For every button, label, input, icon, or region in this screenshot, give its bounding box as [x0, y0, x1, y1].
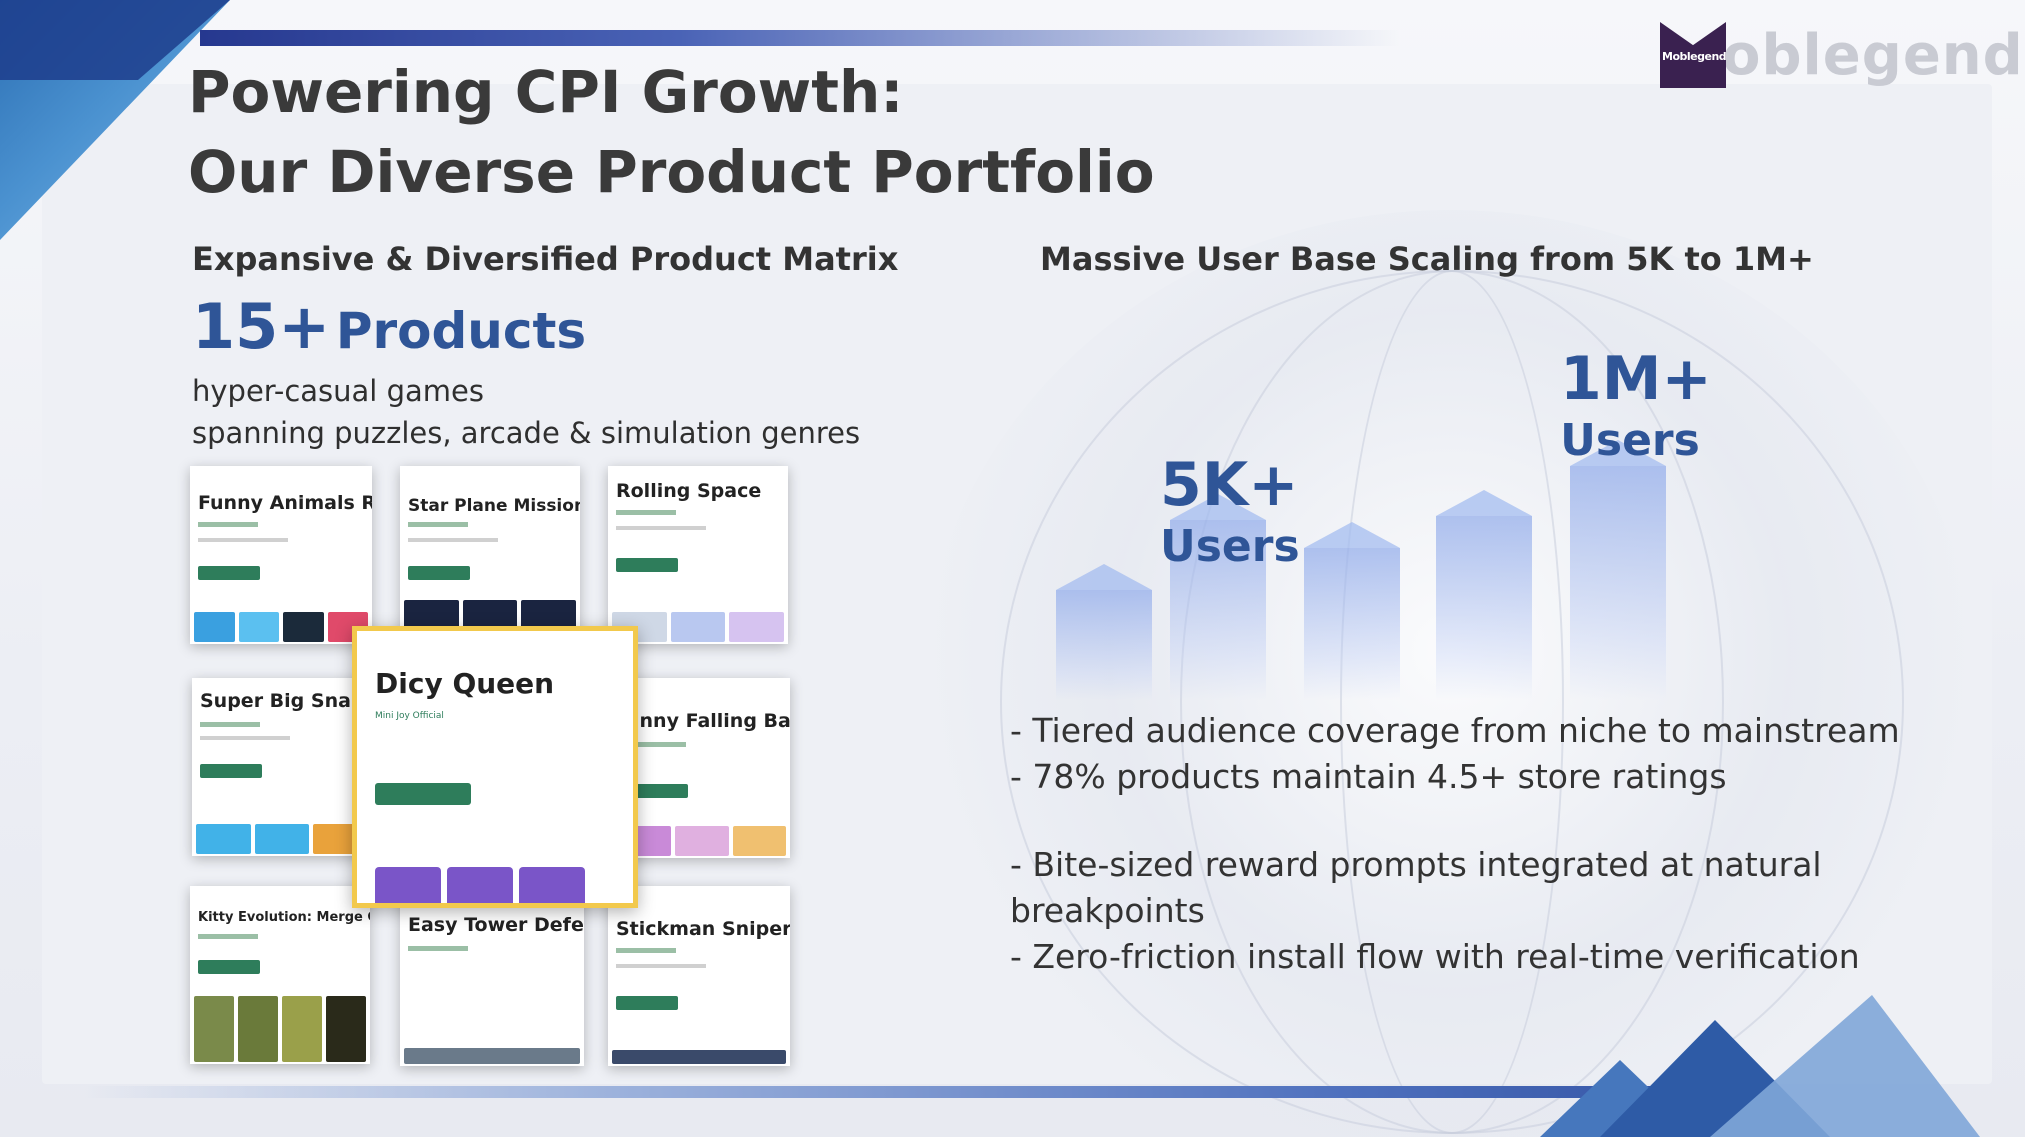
product-card-featured: Dicy Queen Mini Joy Official — [352, 626, 638, 908]
stat-value: 1M+ — [1560, 344, 1712, 414]
bottom-accent-bar — [80, 1086, 1780, 1098]
logo-text: oblegend — [1722, 22, 2024, 88]
products-description: hyper-casual games spanning puzzles, arc… — [192, 370, 860, 454]
product-name: Star Plane Mission — [408, 496, 580, 516]
slide-title: Powering CPI Growth: Our Diverse Product… — [188, 52, 1155, 212]
stat-5k: 5K+ Users — [1160, 450, 1300, 574]
product-name: unny Falling Ball — [626, 710, 790, 732]
growth-bar — [1304, 548, 1400, 700]
product-card: unny Falling Ball — [614, 678, 790, 858]
bullet-item: - Tiered audience coverage from niche to… — [1010, 711, 1900, 750]
product-card: Kitty Evolution: Merge Game — [190, 886, 370, 1064]
product-name: Rolling Space — [616, 480, 762, 502]
product-name: Funny Animals Runn — [198, 492, 372, 514]
product-card: Funny Animals Runn — [190, 466, 372, 644]
stat-unit: Users — [1560, 415, 1700, 466]
products-count: 15+ Products — [192, 290, 586, 363]
stat-value: 5K+ — [1160, 450, 1299, 520]
product-name: Dicy Queen — [375, 667, 555, 700]
bullet-item: - Bite-sized reward prompts integrated a… — [1010, 845, 1822, 884]
growth-bar — [1436, 516, 1532, 700]
product-name: Super Big Snak — [200, 690, 364, 712]
bullet-item: - Zero-friction install flow with real-t… — [1010, 937, 1860, 976]
bullet-item: breakpoints — [1010, 891, 1205, 930]
product-card: Stickman Sniper Sim — [608, 886, 790, 1066]
right-heading: Massive User Base Scaling from 5K to 1M+ — [1040, 240, 1814, 278]
product-name: Stickman Sniper Sim — [616, 918, 790, 940]
install-button — [375, 783, 471, 805]
product-name: Kitty Evolution: Merge Game — [198, 910, 370, 925]
growth-bar — [1056, 590, 1152, 700]
product-name: Easy Tower Defens — [408, 914, 584, 936]
product-card: Rolling Space — [608, 466, 788, 644]
growth-bar — [1570, 466, 1666, 700]
product-card: Easy Tower Defens — [400, 886, 584, 1066]
title-line-2: Our Diverse Product Portfolio — [188, 138, 1155, 206]
desc-line-1: hyper-casual games — [192, 374, 484, 408]
bullet-item: - 78% products maintain 4.5+ store ratin… — [1010, 757, 1727, 796]
products-count-label: Products — [335, 302, 587, 360]
left-heading: Expansive & Diversified Product Matrix — [192, 240, 899, 278]
growth-bars-graphic — [1050, 400, 1700, 700]
growth-bar — [1170, 520, 1266, 700]
product-developer: Mini Joy Official — [375, 711, 444, 721]
products-count-value: 15+ — [192, 290, 331, 363]
stat-1m: 1M+ Users — [1560, 344, 1712, 468]
product-card: Super Big Snak — [192, 678, 372, 856]
desc-line-2: spanning puzzles, arcade & simulation ge… — [192, 416, 861, 450]
top-accent-bar — [200, 30, 1400, 46]
bullet-list: - Tiered audience coverage from niche to… — [1010, 708, 1900, 980]
product-card: Star Plane Mission — [400, 466, 580, 632]
brand-logo: Moblegend oblegend — [1660, 20, 2024, 90]
logo-mark-icon: Moblegend — [1660, 22, 1726, 88]
title-line-1: Powering CPI Growth: — [188, 58, 904, 126]
stat-unit: Users — [1160, 521, 1300, 572]
